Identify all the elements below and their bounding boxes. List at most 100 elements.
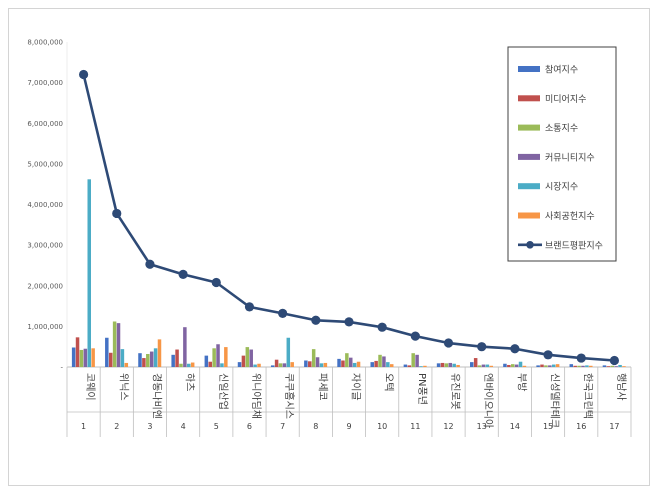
- category-label-group: 유진로봇: [449, 373, 461, 410]
- category-label: 부방: [515, 373, 527, 391]
- legend-swatch-참여지수: [518, 66, 540, 72]
- bar-커뮤니티지수-PN풍년: [415, 354, 419, 367]
- bar-미디어지수-부방: [507, 364, 511, 367]
- rank-label: 2: [114, 422, 119, 431]
- category-label: 신일산업: [217, 373, 230, 410]
- bar-시장지수-경동나비엔: [153, 348, 158, 367]
- bar-참여지수-위닉스: [105, 337, 109, 367]
- bar-소통지수-위닉스: [112, 321, 117, 367]
- point-브랜드평판지수-파세코: [311, 315, 321, 325]
- category-label-group: 경동나비엔: [150, 373, 163, 419]
- legend-label: 소통지수: [545, 123, 578, 134]
- rank-label: 13: [477, 422, 487, 431]
- bar-소통지수-신성델타테크: [544, 365, 548, 368]
- y-tick-label: 7,000,000: [27, 79, 63, 87]
- bar-참여지수-쿠쿠홈시스: [270, 365, 275, 368]
- point-브랜드평판지수-위닉스: [112, 208, 122, 219]
- category-label: 오텍: [383, 373, 395, 391]
- point-브랜드평판지수-신성델타테크: [543, 350, 553, 360]
- bar-사회공헌지수-자이글: [356, 361, 361, 367]
- bar-커뮤니티지수-오텍: [382, 356, 386, 367]
- category-label: 쿠쿠홈시스: [283, 373, 296, 419]
- bar-참여지수-PN풍년: [403, 364, 408, 367]
- rank-label: 8: [313, 422, 318, 431]
- bar-커뮤니티지수-엔바이오니아: [481, 364, 486, 367]
- bar-미디어지수-코웨이: [75, 337, 80, 367]
- bar-참여지수-엔바이오니아: [470, 362, 474, 368]
- bar-참여지수-신일산업: [204, 355, 209, 368]
- bar-시장지수-신일산업: [220, 363, 224, 367]
- category-label-group: 파세코: [316, 373, 328, 401]
- bar-시장지수-한국크린텍: [585, 365, 589, 368]
- category-label: 신성델타테크: [549, 373, 561, 428]
- legend-marker-브랜드평판지수: [526, 241, 534, 249]
- category-label: 경동나비엔: [150, 373, 163, 419]
- legend-swatch-사회공헌지수: [518, 212, 540, 219]
- bar-시장지수-오텍: [386, 362, 390, 368]
- bar-참여지수-부방: [503, 363, 507, 367]
- category-label: 위닉스: [117, 373, 130, 401]
- category-label-group: 자이글: [350, 373, 362, 401]
- bar-참여지수-한국크린텍: [569, 364, 574, 367]
- bar-사회공헌지수-한국크린텍: [589, 365, 593, 367]
- bar-시장지수-부방: [518, 361, 523, 367]
- rank-label: 3: [147, 422, 152, 431]
- bar-소통지수-신일산업: [212, 348, 216, 367]
- category-label: 한국크린텍: [582, 373, 594, 419]
- bar-사회공헌지수-위니아딤채: [257, 363, 261, 367]
- bar-참여지수-코웨이: [71, 347, 76, 367]
- bar-참여지수-위니아딤채: [237, 362, 242, 368]
- category-label-group: PN풍년: [416, 373, 428, 405]
- bar-소통지수-코웨이: [79, 349, 84, 367]
- bar-시장지수-행남사: [618, 364, 622, 367]
- category-label-group: 오텍: [383, 373, 395, 391]
- bar-소통지수-자이글: [345, 353, 349, 367]
- bar-시장지수-위닉스: [120, 349, 125, 368]
- bar-미디어지수-위닉스: [108, 352, 113, 367]
- bar-커뮤니티지수-신일산업: [216, 344, 220, 367]
- bar-참여지수-유진로봇: [436, 363, 441, 367]
- bar-사회공헌지수-코웨이: [91, 348, 95, 367]
- bar-커뮤니티지수-쿠쿠홈시스: [282, 363, 287, 367]
- bar-사회공헌지수-신성델타테크: [555, 364, 560, 367]
- bar-미디어지수-유진로봇: [440, 362, 445, 367]
- category-label: 하츠: [184, 373, 197, 391]
- bar-소통지수-유진로봇: [444, 363, 449, 367]
- chart: - 1,000,000 2,000,000 3,000,000 4,000,000 5,0…: [27, 39, 632, 437]
- bar-커뮤니티지수-위닉스: [116, 323, 121, 368]
- bar-사회공헌지수-오텍: [389, 364, 394, 367]
- bar-참여지수-경동나비엔: [138, 353, 142, 367]
- bar-커뮤니티지수-코웨이: [83, 348, 88, 367]
- bar-미디어지수-행남사: [606, 366, 611, 367]
- bar-시장지수-자이글: [352, 362, 357, 367]
- y-tick-label: 6,000,000: [27, 120, 63, 128]
- bar-사회공헌지수-위닉스: [124, 362, 129, 367]
- bar-사회공헌지수-부방: [522, 365, 527, 367]
- bar-시장지수-파세코: [319, 363, 324, 367]
- point-브랜드평판지수-하츠: [178, 269, 188, 279]
- bar-커뮤니티지수-신성델타테크: [548, 365, 552, 368]
- bar-소통지수-엔바이오니아: [477, 365, 482, 368]
- point-브랜드평판지수-유진로봇: [443, 338, 454, 348]
- bar-참여지수-하츠: [171, 354, 175, 367]
- category-label: 행남사: [615, 373, 627, 401]
- bar-미디어지수-PN풍년: [407, 365, 412, 368]
- category-label: 파세코: [316, 373, 328, 401]
- bar-시장지수-위니아딤채: [253, 364, 257, 367]
- bar-미디어지수-파세코: [308, 361, 312, 367]
- rank-label: 4: [181, 422, 186, 431]
- bar-미디어지수-엔바이오니아: [473, 358, 478, 367]
- bar-커뮤니티지수-유진로봇: [448, 362, 453, 367]
- rank-label: 15: [543, 422, 553, 431]
- point-브랜드평판지수-경동나비엔: [145, 259, 155, 269]
- legend-label: 커뮤니티지수: [545, 152, 595, 163]
- y-tick-label: 4,000,000: [27, 201, 63, 209]
- bar-소통지수-경동나비엔: [146, 354, 150, 367]
- bar-사회공헌지수-유진로봇: [456, 364, 460, 367]
- bar-사회공헌지수-신일산업: [224, 347, 228, 367]
- y-tick-label: 8,000,000: [27, 39, 63, 47]
- rank-label: 10: [377, 422, 387, 431]
- category-label-group: 행남사: [615, 373, 627, 401]
- rank-label: 16: [576, 422, 586, 431]
- bar-미디어지수-신성델타테크: [540, 364, 544, 367]
